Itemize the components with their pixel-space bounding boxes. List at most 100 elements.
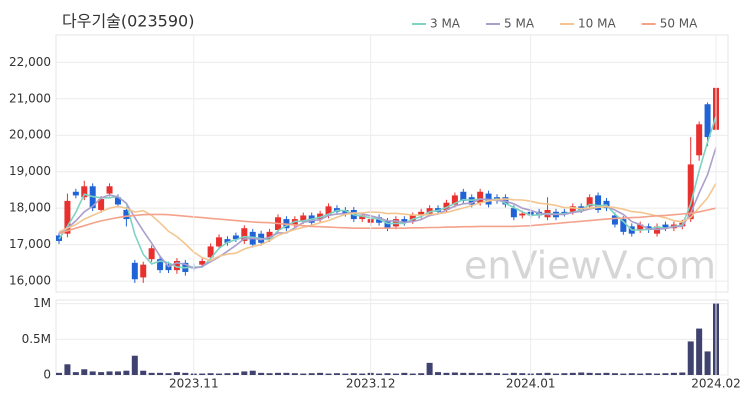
volume-bar (384, 373, 391, 375)
ma-line (58, 182, 717, 262)
candle-body (157, 259, 164, 271)
volume-bar (216, 373, 223, 375)
volume-bar (628, 373, 635, 375)
candle-body (418, 211, 425, 216)
legend-label: 50 MA (660, 17, 698, 31)
volume-bar (325, 373, 332, 375)
volume-bar (291, 373, 298, 375)
legend-label: 3 MA (430, 17, 461, 31)
volume-bar (670, 372, 677, 375)
volume-bar (435, 372, 442, 375)
volume-bar (241, 371, 248, 375)
candle-body (359, 215, 366, 220)
y-tick-label: 16,000 (9, 274, 51, 288)
volume-bar (679, 372, 686, 375)
volume-bar (98, 372, 105, 375)
volume-bar (342, 373, 349, 375)
x-tick-label: 2023.11 (169, 377, 219, 391)
candle-body (569, 206, 576, 212)
volume-bar (333, 373, 340, 375)
volume-bar (611, 373, 618, 375)
volume-bar (275, 372, 281, 375)
legend-label: 10 MA (578, 17, 616, 31)
watermark: enViewV.com (464, 244, 716, 288)
volume-bar (696, 328, 703, 375)
candle-body (106, 186, 113, 194)
candle-body (426, 208, 433, 214)
candle-body (401, 219, 408, 223)
candle-body (595, 195, 602, 210)
candle-body (376, 217, 383, 223)
volume-bar (182, 372, 189, 375)
ma-line (58, 116, 717, 269)
candle-body (704, 104, 711, 138)
candle-body (317, 213, 324, 220)
candle-body (207, 246, 214, 258)
volume-bar (485, 372, 492, 375)
candle-body (114, 197, 121, 205)
candle-body (586, 197, 593, 207)
volume-bar (89, 371, 96, 375)
candle-body (510, 208, 517, 218)
volume-bar (300, 373, 307, 375)
candle-body (199, 261, 206, 265)
volume-bar (106, 371, 113, 375)
volume-bar (654, 373, 661, 375)
volume-bar (536, 373, 543, 375)
volume-bar (64, 364, 71, 375)
volume-bar (418, 373, 425, 375)
candle-body (342, 209, 349, 214)
volume-panel (55, 299, 729, 376)
volume-bar (392, 373, 399, 375)
volume-bar (56, 372, 62, 375)
volume-bar (561, 373, 568, 375)
candle-body (98, 199, 105, 210)
candle-body (165, 264, 172, 271)
volume-bar (148, 372, 155, 375)
volume-bar (308, 373, 315, 375)
candle-body (131, 262, 138, 280)
volume-bar (687, 341, 694, 375)
volume-bar (451, 372, 458, 375)
volume-bar (123, 370, 130, 375)
volume-bar (502, 373, 509, 375)
volume-bar (376, 373, 383, 375)
y-tick-label: 21,000 (9, 91, 51, 105)
volume-bar (199, 373, 206, 375)
candle-body (173, 261, 180, 271)
volume-bar (552, 373, 559, 375)
volume-bar (72, 372, 79, 375)
volume-bar (81, 369, 88, 375)
candle-body (266, 231, 273, 240)
volume-bar (569, 372, 576, 375)
candle-body (72, 191, 79, 196)
volume-bar (586, 372, 593, 375)
volume-bar (704, 351, 711, 375)
volume-bar (519, 373, 526, 375)
candle-body (611, 215, 618, 225)
volume-bar (409, 373, 416, 375)
y-tick-label: 0.5M (22, 332, 51, 346)
volume-bar (207, 373, 214, 375)
volume-bar (578, 372, 585, 375)
y-tick-label: 18,000 (9, 201, 51, 215)
volume-bar (157, 372, 164, 375)
candle-body (409, 215, 416, 221)
volume-bar (165, 373, 172, 375)
volume-bar (317, 372, 324, 375)
x-tick-label: 2023.12 (346, 377, 396, 391)
candle-body (216, 237, 223, 247)
candle-body (81, 186, 88, 198)
volume-bar (662, 373, 669, 375)
candle-body (687, 164, 694, 220)
volume-bar (140, 370, 147, 375)
volume-bar (266, 373, 273, 375)
candle-body (148, 248, 155, 260)
legend-label: 5 MA (504, 17, 535, 31)
volume-bar (544, 372, 551, 375)
volume-bar (426, 362, 433, 375)
candle-body (64, 200, 71, 234)
candle-body (460, 191, 467, 201)
